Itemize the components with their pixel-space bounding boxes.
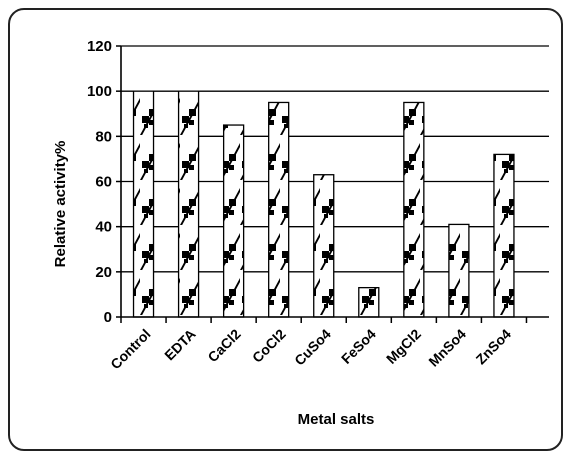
y-tick-label: 20	[95, 264, 112, 281]
x-tick-label: MgCl2	[383, 326, 424, 367]
bar-mnso4	[448, 223, 470, 318]
bar-cacl2	[222, 124, 245, 318]
y-tick-label: 80	[95, 128, 112, 145]
y-tick-label: 100	[87, 83, 112, 100]
bar-feso4	[358, 286, 380, 318]
bar-mgcl2	[403, 101, 425, 318]
x-tick-label: FeSo4	[338, 326, 379, 367]
x-axis-title: Metal salts	[298, 411, 375, 428]
y-tick-label: 60	[95, 174, 112, 191]
axes	[116, 45, 549, 323]
y-tick-label: 0	[104, 309, 112, 326]
x-tick-label: CaCl2	[204, 326, 244, 366]
x-tick-label: ZnSo4	[473, 326, 515, 368]
bars	[132, 90, 515, 318]
x-tick-label: Control	[107, 326, 154, 373]
bar-cuso4	[313, 174, 335, 318]
x-tick-label: EDTA	[161, 326, 199, 364]
bar-edta	[177, 90, 200, 318]
y-tick-label: 120	[87, 38, 112, 55]
bar-znso4	[493, 153, 515, 318]
x-tick-label: CuSo4	[291, 326, 334, 369]
y-tick-label: 40	[95, 219, 112, 236]
bar-cocl2	[268, 101, 290, 318]
bar-control	[132, 90, 155, 318]
y-axis-title: Relative activity%	[52, 141, 69, 268]
x-tick-label: CoCl2	[249, 326, 289, 366]
x-tick-label: MnSo4	[425, 326, 469, 370]
